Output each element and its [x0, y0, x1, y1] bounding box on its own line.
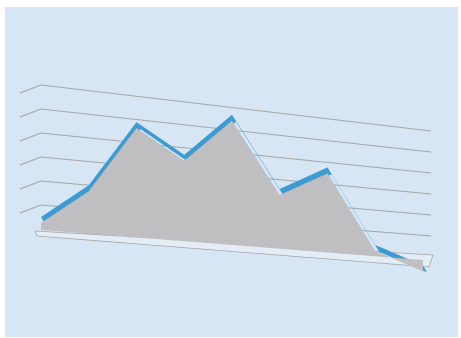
area-top-edge-segment: [327, 167, 380, 252]
gridline: [19, 156, 42, 166]
gridline: [19, 132, 42, 142]
area-top-edge-segment: [232, 114, 284, 196]
area-chart: [5, 7, 458, 337]
chart-area: [5, 7, 458, 337]
area-top-edge-segment: [279, 167, 332, 196]
gridline: [19, 108, 42, 118]
area-top-edge-segment: [136, 122, 189, 162]
gridline: [19, 180, 42, 190]
gridline: [19, 84, 42, 94]
gridline: [19, 204, 42, 214]
gridline: [40, 84, 432, 132]
area-top-edge-segment: [41, 185, 93, 224]
area-series-face: [41, 120, 423, 272]
